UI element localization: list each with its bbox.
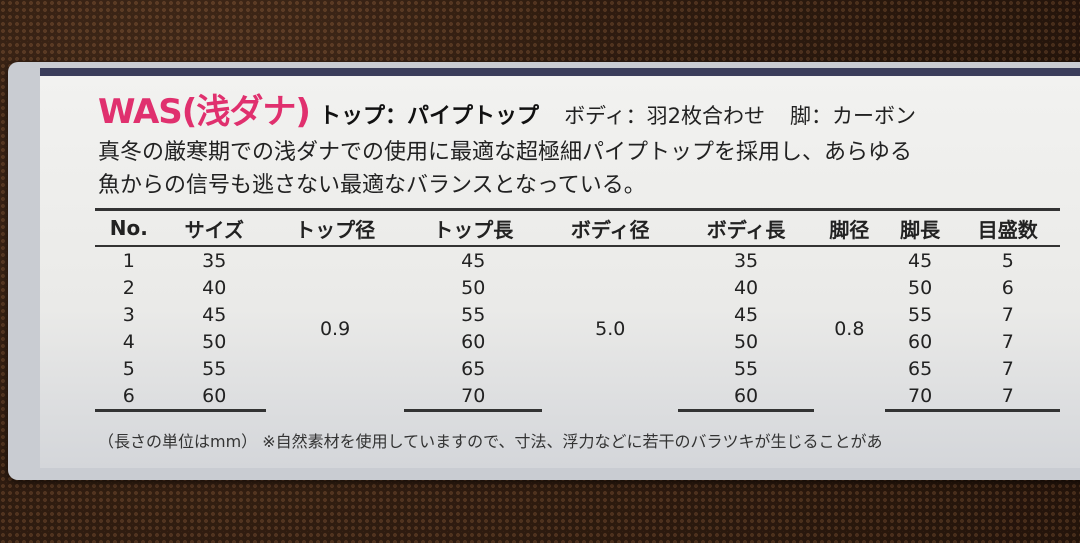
table-cell: 7 xyxy=(955,382,1060,412)
table-cell: 35 xyxy=(202,249,227,272)
table-cell: 7 xyxy=(1001,330,1014,353)
brand-title: WAS(浅ダナ) xyxy=(98,92,311,132)
table-cell: 60 xyxy=(461,330,486,353)
description-line: 魚からの信号も逃さない最適なバランスとなっている。 xyxy=(98,173,646,198)
table-cell: 2 xyxy=(122,276,135,299)
table-cell: 6 xyxy=(1001,276,1014,299)
table-cell: 40 xyxy=(733,276,759,299)
table-cell: 60 xyxy=(678,382,814,412)
table-cell: 40 xyxy=(202,276,227,299)
table-cell: 3 xyxy=(122,303,135,326)
merged-cell-top-diameter: 0.9 xyxy=(319,317,351,340)
table-row: 5 55 65 55 65 7 xyxy=(95,355,1060,382)
table-row: 6 60 70 60 70 7 xyxy=(95,382,1060,412)
table-cell: 50 xyxy=(461,276,486,299)
table-cell: 60 xyxy=(162,382,266,412)
table-cell: 45 xyxy=(733,303,759,326)
table-cell: 1 xyxy=(122,249,135,272)
column-header: 目盛数 xyxy=(955,208,1060,247)
table-cell: 70 xyxy=(404,382,543,412)
table-cell: 4 xyxy=(122,330,135,353)
top-spec: トップ：パイプトップ xyxy=(318,104,539,129)
column-header: ボディ長 xyxy=(678,208,814,247)
table-cell: 45 xyxy=(907,249,933,272)
table-cell: 60 xyxy=(907,330,933,353)
column-header: No. xyxy=(95,208,163,247)
table-cell: 6 xyxy=(95,382,163,412)
table-row: 2 40 50 40 50 6 xyxy=(95,274,1060,301)
table-cell: 5 xyxy=(1001,249,1014,272)
spec-table: No. サイズ トップ径 トップ長 ボディ径 ボディ長 脚径 脚長 目盛数 1 35 0.9 45 5.… xyxy=(95,208,1060,412)
table-cell: 5 xyxy=(122,357,135,380)
table-cell: 65 xyxy=(907,357,933,380)
table-row: 1 35 0.9 45 5.0 35 0.8 45 5 xyxy=(95,246,1060,340)
label-top-band xyxy=(40,68,1080,76)
column-header: ボディ径 xyxy=(542,208,679,247)
table-cell: 70 xyxy=(884,382,956,412)
title-row: WAS(浅ダナ) トップ：パイプトップ ボディ：羽2枚合わせ 脚：カーボン xyxy=(98,84,916,133)
column-header: 脚径 xyxy=(813,208,885,247)
table-cell: 35 xyxy=(733,249,759,272)
column-header: トップ径 xyxy=(266,208,405,247)
leg-spec: 脚：カーボン xyxy=(790,104,917,128)
table-cell: 55 xyxy=(461,303,486,326)
merged-cell-body-diameter: 5.0 xyxy=(595,317,626,340)
footnote: （長さの単位はmm） ※自然素材を使用していますので、寸法、浮力などに若干のバラ… xyxy=(98,432,883,451)
table-cell: 45 xyxy=(202,303,227,326)
description-line: 真冬の厳寒期での浅ダナでの使用に最適な超極細パイプトップを採用し、あらゆる xyxy=(98,140,913,165)
table-cell: 7 xyxy=(1001,357,1014,380)
table-cell: 7 xyxy=(1001,303,1014,326)
merged-cell-leg-diameter: 0.8 xyxy=(834,317,865,340)
body-spec: ボディ：羽2枚合わせ xyxy=(564,104,765,128)
column-header: 脚長 xyxy=(884,208,956,247)
description: 真冬の厳寒期での浅ダナでの使用に最適な超極細パイプトップを採用し、あらゆる 魚か… xyxy=(98,136,912,202)
table-cell: 50 xyxy=(733,330,759,353)
table-cell: 45 xyxy=(461,249,486,272)
table-cell: 55 xyxy=(202,357,227,380)
table-cell: 50 xyxy=(907,276,933,299)
table-cell: 65 xyxy=(461,357,486,380)
table-row: 4 50 60 50 60 7 xyxy=(95,328,1060,355)
table-row: 3 45 55 45 55 7 xyxy=(95,301,1060,328)
table-cell: 55 xyxy=(733,357,759,380)
column-header: サイズ xyxy=(162,208,266,247)
table-cell: 50 xyxy=(202,330,227,353)
table-cell: 55 xyxy=(907,303,933,326)
column-header: トップ長 xyxy=(404,208,543,247)
